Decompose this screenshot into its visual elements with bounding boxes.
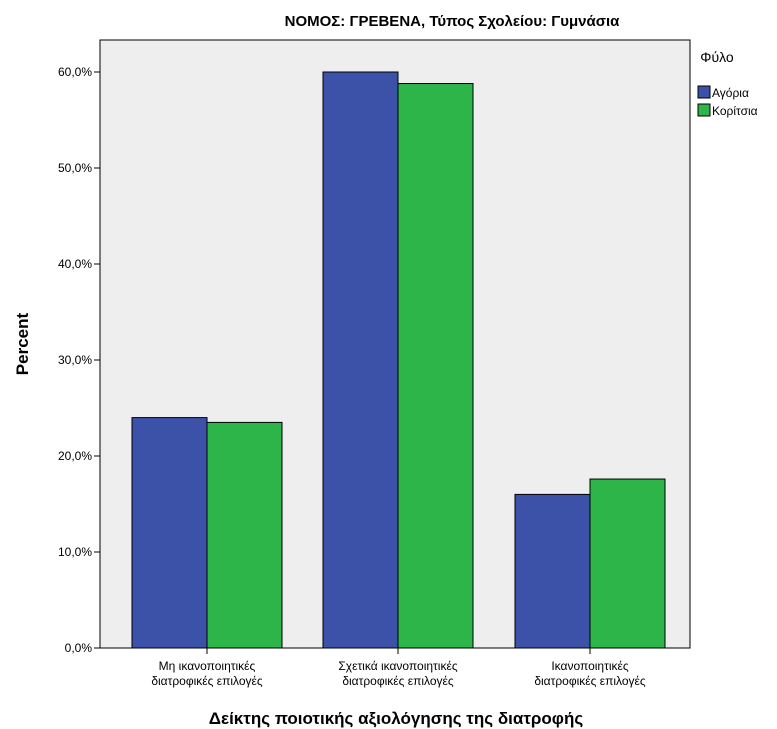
bar-Κορίτσια-0 <box>206 421 283 649</box>
legend-swatch-0 <box>697 85 711 99</box>
legend-swatch-1 <box>697 103 711 117</box>
legend: Φύλο Αγόρια Κορίτσια <box>697 49 758 118</box>
x-tick-label: Μη ικανοποιητικές <box>159 659 256 673</box>
bar-Κορίτσια-1 <box>397 83 474 649</box>
y-tick-label: 40,0% <box>58 257 92 271</box>
bar-Αγόρια-0 <box>131 417 208 649</box>
y-tick-label: 20,0% <box>58 449 92 463</box>
x-tick-label: διατροφικές επιλογές <box>342 674 454 688</box>
y-tick-label: 0,0% <box>65 641 93 655</box>
legend-title: Φύλο <box>700 49 734 65</box>
legend-label-1: Κορίτσια <box>712 104 758 118</box>
x-axis-label: Δείκτης ποιοτικής αξιολόγησης της διατρο… <box>209 709 584 728</box>
legend-label-0: Αγόρια <box>712 86 749 100</box>
bars-group <box>131 71 666 649</box>
x-tick-label: Ικανοποιητικές <box>551 659 629 673</box>
x-tick-label: διατροφικές επιλογές <box>534 674 646 688</box>
y-axis: 0,0% 10,0% 20,0% 30,0% 40,0% 50,0% 60,0% <box>58 65 100 655</box>
chart-title: ΝΟΜΟΣ: ΓΡΕΒΕΝΑ, Τύπος Σχολείου: Γυμνάσια <box>285 13 621 30</box>
x-tick-label: Σχετικά ικανοποιητικές <box>338 659 457 673</box>
y-tick-label: 30,0% <box>58 353 92 367</box>
y-axis-label: Percent <box>13 312 32 375</box>
bar-Κορίτσια-2 <box>589 478 666 649</box>
x-tick-label: διατροφικές επιλογές <box>151 674 263 688</box>
bar-Αγόρια-2 <box>514 493 591 649</box>
y-tick-label: 60,0% <box>58 65 92 79</box>
y-tick-label: 10,0% <box>58 545 92 559</box>
bar-Αγόρια-1 <box>322 71 399 649</box>
y-tick-label: 50,0% <box>58 161 92 175</box>
